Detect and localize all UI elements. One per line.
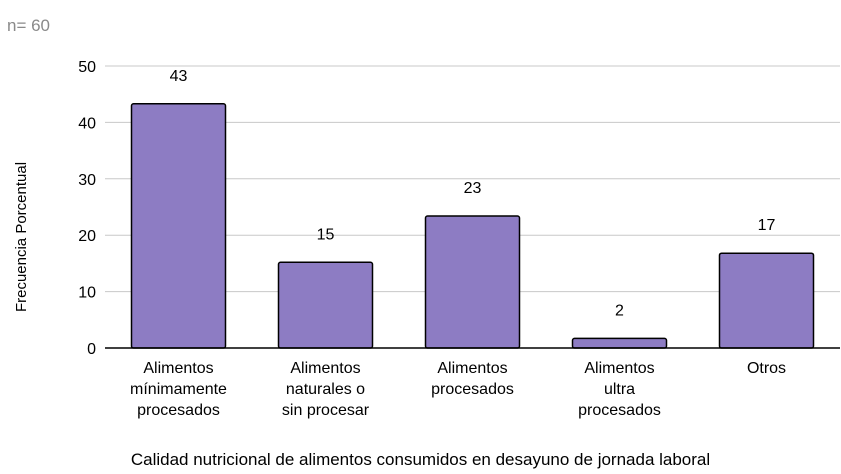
- bar: [718, 252, 815, 349]
- y-axis-title: Frecuencia Porcentual: [13, 162, 30, 312]
- x-tick-label: ultra: [604, 381, 635, 398]
- x-tick-label: procesados: [137, 402, 220, 419]
- y-tick-label: 10: [78, 285, 96, 302]
- y-tick-label: 0: [87, 341, 96, 358]
- y-tick-label: 20: [78, 228, 96, 245]
- bar: [277, 261, 374, 349]
- x-tick-label: Alimentos: [584, 360, 654, 377]
- sample-size-note: n= 60: [7, 16, 51, 35]
- data-label: 17: [758, 217, 776, 234]
- data-label: 2: [615, 302, 624, 319]
- x-tick-label: naturales o: [286, 381, 365, 398]
- bar: [424, 215, 521, 349]
- x-tick-label: procesados: [578, 402, 661, 419]
- x-axis-title: Calidad nutricional de alimentos consumi…: [130, 450, 711, 469]
- y-tick-label: 40: [78, 115, 96, 132]
- y-tick-label: 50: [78, 59, 96, 76]
- data-label: 43: [170, 68, 188, 85]
- x-tick-label: Alimentos: [143, 360, 213, 377]
- x-tick-label: mínimamente: [130, 381, 227, 398]
- x-tick-label: Alimentos: [290, 360, 360, 377]
- bar: [571, 337, 668, 349]
- y-tick-label: 30: [78, 172, 96, 189]
- data-label: 15: [317, 226, 335, 243]
- x-tick-label: Alimentos: [437, 360, 507, 377]
- bar: [130, 103, 227, 349]
- data-label: 23: [464, 180, 482, 197]
- x-tick-label: Otros: [747, 360, 786, 377]
- x-tick-label: sin procesar: [282, 402, 370, 419]
- x-tick-label: procesados: [431, 381, 514, 398]
